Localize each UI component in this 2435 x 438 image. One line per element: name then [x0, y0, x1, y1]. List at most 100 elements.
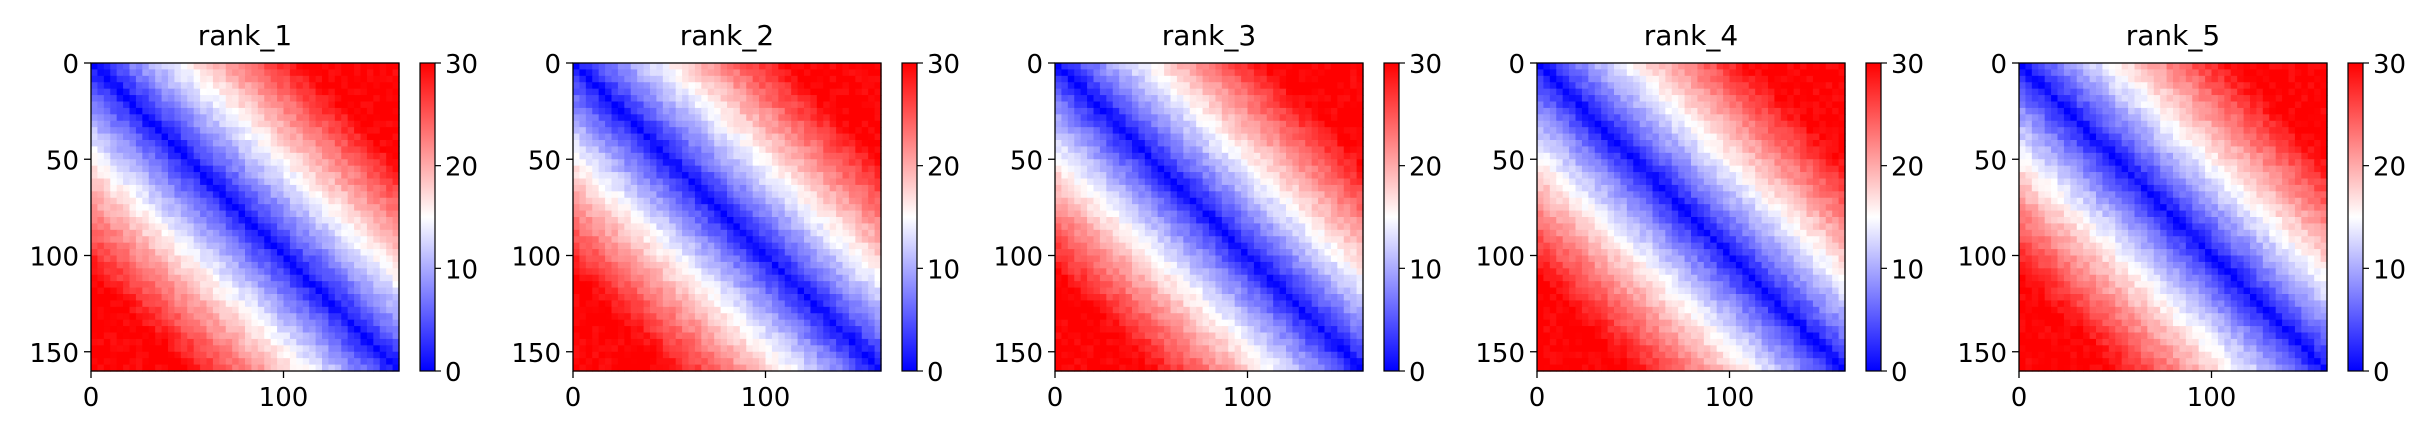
heatmap-cell	[379, 75, 387, 83]
heatmap-cell	[630, 210, 638, 218]
heatmap-cell	[624, 332, 632, 340]
heatmap-cell	[848, 159, 856, 167]
heatmap-cell	[212, 300, 220, 308]
heatmap-cell	[309, 313, 317, 321]
heatmap-cell	[771, 345, 779, 353]
heatmap-cell	[707, 364, 715, 372]
heatmap-cell	[148, 217, 156, 225]
heatmap-cell	[598, 281, 606, 289]
heatmap-cell	[148, 306, 156, 314]
heatmap-cell	[816, 63, 824, 71]
heatmap-cell	[238, 127, 246, 135]
heatmap-cell	[592, 249, 600, 257]
heatmap-cell	[174, 274, 182, 282]
heatmap-cell	[277, 127, 285, 135]
heatmap-cell	[810, 319, 818, 327]
heatmap-cell	[373, 69, 381, 77]
heatmap-cell	[739, 75, 747, 83]
heatmap-cell	[874, 146, 882, 154]
heatmap-cell	[714, 133, 722, 141]
heatmap-cell	[309, 95, 317, 103]
heatmap-cell	[868, 345, 876, 353]
heatmap-cell	[225, 191, 233, 199]
heatmap-cell	[714, 172, 722, 180]
heatmap-cell	[148, 101, 156, 109]
heatmap-cell	[328, 249, 336, 257]
heatmap-cell	[97, 229, 105, 237]
heatmap-cell	[605, 204, 613, 212]
heatmap-cell	[733, 165, 741, 173]
heatmap-cell	[180, 88, 188, 96]
heatmap-cell	[225, 364, 233, 372]
heatmap-cell	[701, 281, 709, 289]
heatmap-cell	[392, 358, 400, 366]
heatmap-cell	[110, 358, 118, 366]
heatmap-cell	[277, 274, 285, 282]
heatmap-cell	[1234, 101, 1242, 109]
heatmap-cell	[168, 313, 176, 321]
heatmap-cell	[1196, 95, 1204, 103]
heatmap-cell	[193, 63, 201, 71]
heatmap-cell	[135, 146, 143, 154]
heatmap-cell	[360, 281, 368, 289]
heatmap-cell	[842, 338, 850, 346]
heatmap-cell	[148, 210, 156, 218]
heatmap-cell	[656, 114, 664, 122]
heatmap-cell	[283, 178, 291, 186]
heatmap-cell	[289, 127, 297, 135]
heatmap-cell	[1119, 95, 1127, 103]
heatmap-cell	[1119, 75, 1127, 83]
heatmap-cell	[573, 261, 581, 269]
heatmap-cell	[283, 133, 291, 141]
heatmap-cell	[296, 351, 304, 359]
heatmap-cell	[180, 75, 188, 83]
heatmap-cell	[379, 332, 387, 340]
heatmap-cell	[1209, 101, 1217, 109]
heatmap-cell	[283, 172, 291, 180]
heatmap-cell	[232, 364, 240, 372]
heatmap-cell	[1170, 95, 1178, 103]
heatmap-cell	[848, 107, 856, 115]
heatmap-cell	[328, 306, 336, 314]
heatmap-cell	[302, 120, 310, 128]
heatmap-cell	[682, 268, 690, 276]
heatmap-cell	[682, 204, 690, 212]
heatmap-cell	[116, 313, 124, 321]
heatmap-cell	[180, 306, 188, 314]
heatmap-cell	[759, 152, 767, 160]
heatmap-cell	[714, 294, 722, 302]
heatmap-cell	[752, 63, 760, 71]
colorbar-tick-label: 10	[445, 255, 478, 285]
heatmap-cell	[733, 172, 741, 180]
heatmap-cell	[110, 236, 118, 244]
heatmap-cell	[251, 326, 259, 334]
heatmap-cell	[823, 69, 831, 77]
heatmap-cell	[328, 261, 336, 269]
heatmap-cell	[129, 210, 137, 218]
heatmap-cell	[206, 75, 214, 83]
heatmap-cell	[823, 281, 831, 289]
heatmap-cell	[765, 88, 773, 96]
heatmap-cell	[650, 294, 658, 302]
heatmap-cell	[373, 236, 381, 244]
heatmap-cell	[257, 159, 265, 167]
heatmap-cell	[289, 255, 297, 263]
heatmap-cell	[791, 332, 799, 340]
heatmap-cell	[161, 229, 169, 237]
heatmap-cell	[624, 223, 632, 231]
heatmap-cell	[688, 88, 696, 96]
heatmap-cell	[148, 63, 156, 71]
heatmap-cell	[1234, 82, 1242, 90]
heatmap-cell	[739, 332, 747, 340]
heatmap-cell	[354, 294, 362, 302]
heatmap-cell	[360, 210, 368, 218]
heatmap-cell	[110, 261, 118, 269]
heatmap-cell	[264, 184, 272, 192]
heatmap-cell	[1067, 75, 1075, 83]
heatmap-cell	[874, 133, 882, 141]
heatmap-cell	[91, 178, 99, 186]
heatmap-cell	[733, 88, 741, 96]
heatmap-cell	[765, 210, 773, 218]
heatmap-cell	[283, 184, 291, 192]
heatmap-cell	[727, 217, 735, 225]
